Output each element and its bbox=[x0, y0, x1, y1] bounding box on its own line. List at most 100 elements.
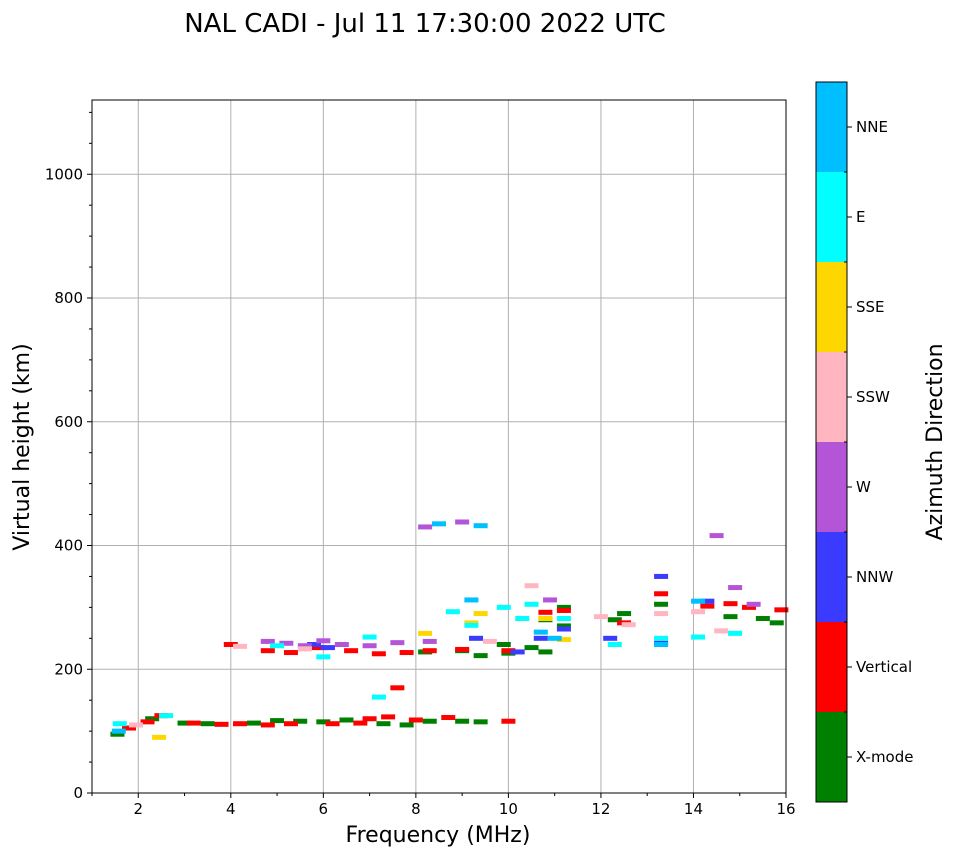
echo-point-nne bbox=[111, 728, 126, 734]
data-points bbox=[110, 519, 789, 740]
echo-point-nnw bbox=[469, 635, 484, 641]
echo-point-x-mode bbox=[376, 721, 391, 727]
echo-point-x-mode bbox=[200, 721, 215, 727]
echo-point-vertical bbox=[538, 609, 553, 615]
x-tick-label: 12 bbox=[591, 800, 610, 818]
echo-point-ssw bbox=[233, 643, 248, 649]
echo-point-vertical bbox=[283, 721, 298, 727]
y-tick-label: 0 bbox=[73, 784, 83, 802]
echo-point-w bbox=[297, 643, 312, 649]
echo-point-e bbox=[112, 721, 127, 727]
echo-point-e bbox=[371, 694, 386, 700]
echo-point-x-mode bbox=[339, 717, 354, 723]
echo-point-w bbox=[709, 533, 724, 539]
echo-point-e bbox=[445, 609, 460, 615]
echo-point-nne bbox=[533, 629, 548, 635]
echo-point-nne bbox=[464, 597, 479, 603]
echo-point-vertical bbox=[700, 603, 715, 609]
x-tick-label: 10 bbox=[499, 800, 518, 818]
echo-point-sse bbox=[152, 734, 167, 740]
echo-point-x-mode bbox=[654, 601, 669, 607]
y-tick-label: 400 bbox=[54, 537, 83, 555]
echo-point-vertical bbox=[371, 651, 386, 657]
colorbar-tick-label: W bbox=[856, 478, 871, 496]
echo-point-vertical bbox=[344, 648, 359, 654]
echo-point-nnw bbox=[603, 635, 618, 641]
echo-point-vertical bbox=[774, 607, 789, 613]
echo-point-vertical bbox=[501, 648, 516, 654]
echo-point-x-mode bbox=[145, 716, 160, 722]
colorbar-swatch bbox=[816, 712, 847, 802]
echo-point-vertical bbox=[399, 650, 414, 656]
echo-point-vertical bbox=[362, 716, 377, 722]
echo-point-w bbox=[455, 519, 470, 525]
echo-point-vertical bbox=[311, 645, 326, 651]
echo-point-x-mode bbox=[399, 722, 414, 728]
echo-point-nne bbox=[547, 635, 562, 641]
echo-point-nne bbox=[473, 523, 488, 529]
colorbar-frame bbox=[815, 81, 848, 803]
x-axis-label: Frequency (MHz) bbox=[346, 823, 531, 848]
colorbar-tick-label: NNW bbox=[856, 568, 893, 586]
echo-point-x-mode bbox=[110, 731, 125, 737]
echo-point-ssw bbox=[621, 622, 636, 628]
echo-point-x-mode bbox=[556, 623, 571, 629]
echo-point-nnw bbox=[533, 635, 548, 641]
echo-point-vertical bbox=[408, 717, 423, 723]
echo-point-x-mode bbox=[293, 718, 308, 724]
y-tick-label: 1000 bbox=[45, 165, 83, 183]
echo-point-w bbox=[279, 640, 294, 646]
echo-point-vertical bbox=[223, 642, 238, 647]
echo-point-vertical bbox=[441, 715, 456, 721]
echo-point-vertical bbox=[741, 604, 756, 610]
echo-point-x-mode bbox=[755, 616, 770, 622]
echo-point-e bbox=[362, 634, 377, 640]
echo-point-ssw bbox=[297, 646, 312, 652]
x-tick-label: 16 bbox=[776, 800, 795, 818]
echo-point-e bbox=[464, 622, 479, 628]
echo-point-w bbox=[746, 601, 761, 607]
echo-point-x-mode bbox=[617, 611, 632, 617]
colorbar-tick-label: SSW bbox=[856, 388, 890, 406]
colorbar-swatch bbox=[816, 352, 847, 442]
echo-point-e bbox=[556, 616, 571, 622]
colorbar-swatch bbox=[816, 532, 847, 622]
colorbar-swatch bbox=[816, 82, 847, 172]
grid bbox=[92, 100, 787, 794]
x-tick-label: 14 bbox=[684, 800, 703, 818]
echo-point-ssw bbox=[524, 583, 539, 589]
echo-point-ssw bbox=[654, 611, 669, 617]
colorbar-label: Azimuth Direction bbox=[923, 343, 948, 540]
y-tick-label: 600 bbox=[54, 413, 83, 431]
echo-point-vertical bbox=[723, 601, 738, 607]
echo-point-x-mode bbox=[538, 649, 553, 655]
x-tick-label: 6 bbox=[319, 800, 329, 818]
echo-point-e bbox=[654, 635, 669, 641]
echo-point-x-mode bbox=[524, 645, 539, 651]
colorbar-tick-label: SSE bbox=[856, 298, 885, 316]
echo-point-sse bbox=[538, 616, 553, 622]
echo-point-vertical bbox=[381, 714, 396, 720]
echo-point-ssw bbox=[482, 638, 497, 644]
x-tick-label: 4 bbox=[226, 800, 236, 818]
x-tick-label: 8 bbox=[411, 800, 421, 818]
echo-point-x-mode bbox=[177, 720, 192, 726]
echo-point-x-mode bbox=[455, 718, 470, 724]
echo-point-e bbox=[159, 713, 174, 719]
colorbar-tick-label: NNE bbox=[856, 118, 888, 136]
colorbar-swatch bbox=[816, 442, 847, 532]
echo-point-w bbox=[422, 638, 437, 644]
echo-point-vertical bbox=[556, 607, 571, 613]
echo-point-sse bbox=[556, 637, 571, 643]
echo-point-vertical bbox=[260, 722, 275, 728]
echo-point-x-mode bbox=[473, 719, 488, 725]
echo-point-nnw bbox=[320, 645, 335, 651]
echo-point-e bbox=[524, 601, 539, 607]
echo-point-w bbox=[362, 643, 377, 649]
echo-point-nne bbox=[654, 642, 669, 647]
x-axis-ticks: 2 4 6 8 10 12 14 16 bbox=[91, 793, 796, 818]
azimuth-colorbar: X-mode Vertical NNW W SSW SSE E NNE bbox=[815, 81, 913, 803]
colorbar-swatch bbox=[816, 172, 847, 262]
colorbar-tick-label: Vertical bbox=[856, 658, 912, 676]
echo-point-w bbox=[728, 585, 743, 591]
